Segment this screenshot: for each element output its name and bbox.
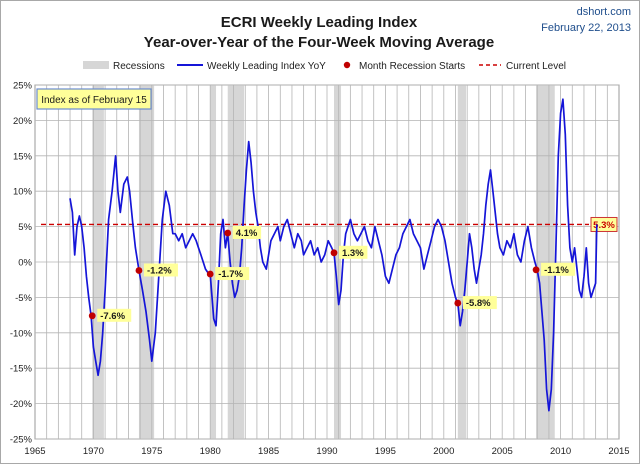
x-tick-label: 1995 [375,446,396,457]
x-tick-label: 1965 [24,446,45,457]
current-level-value: 5.3% [593,220,615,231]
recession-start-marker-0 [88,312,96,320]
chart-title: ECRI Weekly Leading Index [221,14,418,31]
recession-start-label-0: -7.6% [100,311,125,322]
recession-start-label-2: -1.7% [218,269,243,280]
recession-start-marker-5 [454,299,462,307]
recession-start-label-4: 1.3% [342,248,364,259]
chart-subtitle: Year-over-Year of the Four-Week Moving A… [144,34,494,51]
recession-start-label-box-3 [232,225,262,239]
legend-current-label: Current Level [506,61,566,72]
recession-start-label-box-5 [462,296,497,310]
y-tick-label: -10% [10,328,33,339]
x-tick-label: 2010 [550,446,571,457]
y-tick-label: 0% [18,258,32,269]
x-tick-label: 2005 [492,446,513,457]
x-tick-label: 1990 [316,446,337,457]
y-tick-label: 25% [13,81,33,92]
recession-start-marker-2 [206,270,214,278]
recession-start-label-box-4 [339,245,368,259]
legend-marker-swatch [343,61,351,69]
recession-start-label-box-6 [541,262,576,276]
y-tick-label: 15% [13,151,33,162]
y-tick-label: 10% [13,187,33,198]
x-tick-label: 2000 [433,446,454,457]
legend-series-label: Weekly Leading Index YoY [207,61,326,72]
recession-start-label-5: -5.8% [466,298,491,309]
legend: Recessions Weekly Leading Index YoY Mont… [83,61,566,72]
recession-start-marker-4 [330,249,338,257]
info-box: Index as of February 15 [36,88,152,110]
x-tick-label: 2015 [608,446,629,457]
info-box-background [36,88,152,110]
recession-start-label-3: 4.1% [236,228,258,239]
y-tick-label: -20% [10,399,33,410]
y-tick-label: -5% [15,293,32,304]
recession-start-label-1: -1.2% [147,265,172,276]
recession-start-marker-1 [135,267,143,274]
legend-marker-label: Month Recession Starts [359,61,465,72]
x-tick-label: 1980 [200,446,221,457]
y-tick-label: 5% [18,222,32,233]
legend-recession-label: Recessions [113,61,165,72]
recession-start-markers: -7.6% -1.2% -1.7% 4.1% 1.3% -5.8% -1.1% [88,225,576,322]
axes: -25% -20% -15% -10% -5% 0% 5% 10% 15% 20% 25% 1965 1… [10,81,630,458]
recession-start-label-box-0 [97,308,132,322]
source-label: dshort.com [577,6,631,18]
recession-start-label-box-1 [143,263,178,277]
date-label: February 22, 2013 [541,22,631,34]
y-tick-label: -25% [10,435,33,446]
y-tick-label: -15% [10,364,33,375]
info-box-text: Index as of February 15 [41,95,147,106]
legend-recession-swatch [83,61,109,69]
recession-start-label-6: -1.1% [544,265,569,276]
grid-lines [35,84,619,440]
x-tick-label: 1970 [83,446,104,457]
recession-start-marker-6 [532,266,540,274]
recession-start-label-box-2 [215,267,250,281]
x-tick-label: 1985 [258,446,279,457]
x-tick-label: 1975 [141,446,162,457]
recession-start-marker-3 [224,229,232,237]
y-tick-label: 20% [13,116,33,127]
